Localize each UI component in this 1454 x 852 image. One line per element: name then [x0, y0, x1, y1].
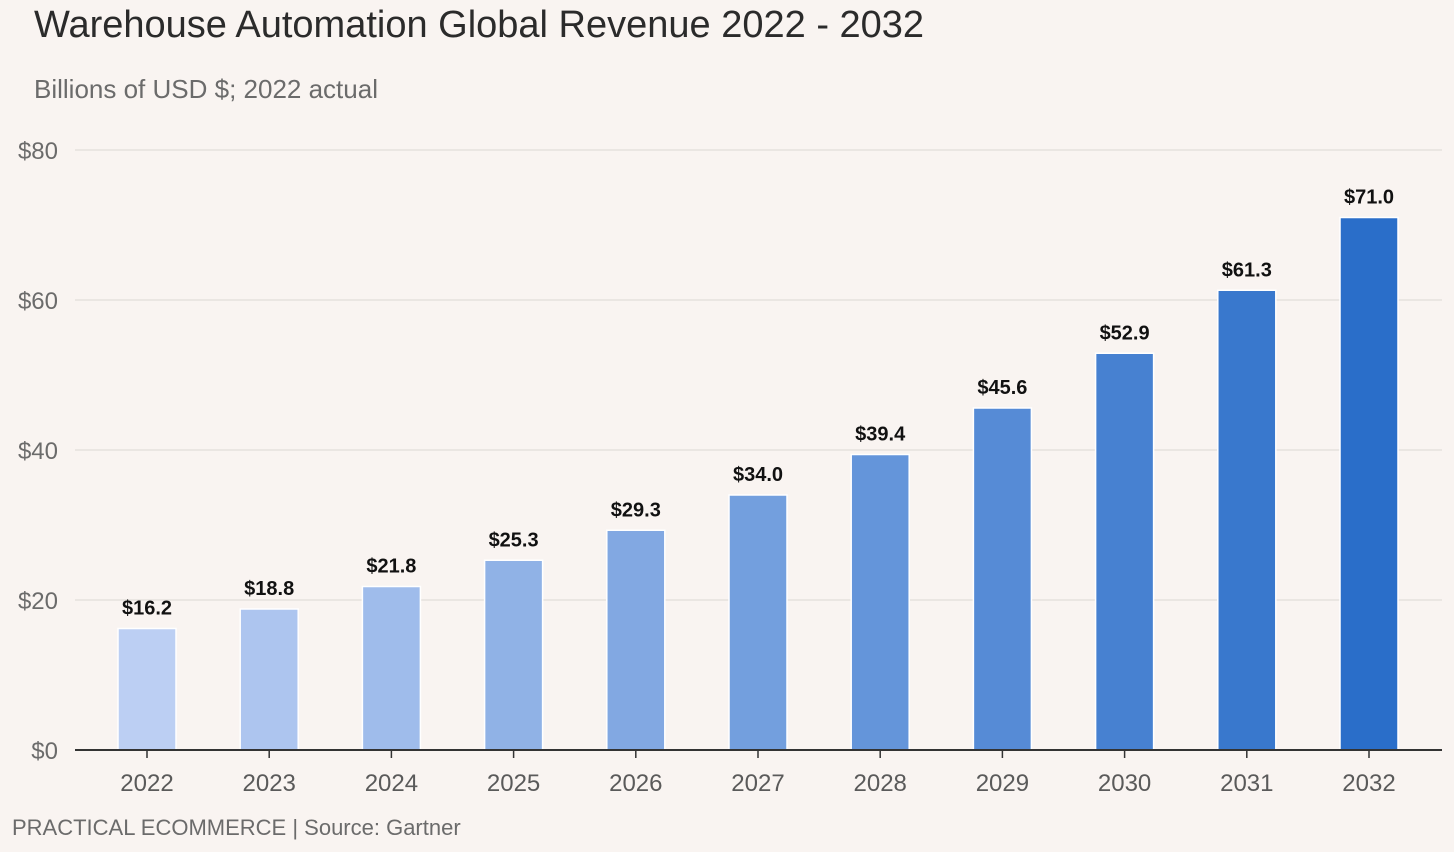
bar [1339, 216, 1399, 751]
y-axis-ticks: $0 $20 $40 $60 $80 [18, 138, 58, 765]
data-label: $45.6 [977, 377, 1027, 399]
y-tick-label: $60 [18, 288, 58, 315]
bars [117, 216, 1399, 751]
x-tick-label: 2031 [1220, 770, 1273, 797]
bar [972, 407, 1033, 751]
bar [117, 627, 177, 751]
bar [606, 529, 666, 751]
data-label: $21.8 [366, 556, 416, 578]
bar [850, 453, 910, 751]
bar [728, 494, 788, 751]
x-tick-label: 2032 [1342, 770, 1395, 797]
bar [483, 559, 544, 751]
y-tick-label: $20 [18, 588, 58, 615]
x-tick-label: 2024 [365, 770, 418, 797]
data-label: $39.4 [855, 424, 906, 446]
source-footer: PRACTICAL ECOMMERCE | Source: Gartner [12, 815, 461, 840]
x-tick-label: 2027 [731, 770, 784, 797]
y-tick-label: $40 [18, 438, 58, 465]
data-label: $25.3 [489, 529, 539, 551]
data-label: $34.0 [733, 464, 783, 486]
x-tick-label: 2025 [487, 770, 540, 797]
x-axis-ticks: 2022 2023 2024 2025 2026 2027 2028 2029 2030 2031… [120, 750, 1396, 797]
chart-subtitle: Billions of USD $; 2022 actual [34, 74, 378, 104]
x-tick-label: 2023 [243, 770, 296, 797]
y-tick-label: $80 [18, 138, 58, 165]
bar [239, 608, 299, 751]
x-tick-label: 2030 [1098, 770, 1151, 797]
x-tick-label: 2022 [120, 770, 173, 797]
x-tick-label: 2028 [854, 770, 907, 797]
bar [1094, 352, 1155, 751]
data-label: $52.9 [1100, 322, 1150, 344]
data-label: $29.3 [611, 499, 661, 521]
bar [1217, 289, 1277, 751]
data-label: $16.2 [122, 598, 172, 620]
data-label: $71.0 [1344, 187, 1394, 209]
chart-title: Warehouse Automation Global Revenue 2022… [34, 4, 925, 46]
y-tick-label: $0 [31, 738, 58, 765]
bar [361, 585, 422, 751]
data-labels: $16.2 $18.8 $21.8 $25.3 $29.3 $34.0 $39.4 $45.6… [122, 187, 1394, 620]
data-label: $61.3 [1222, 259, 1272, 281]
x-tick-label: 2026 [609, 770, 662, 797]
data-label: $18.8 [244, 578, 294, 600]
x-tick-label: 2029 [976, 770, 1029, 797]
